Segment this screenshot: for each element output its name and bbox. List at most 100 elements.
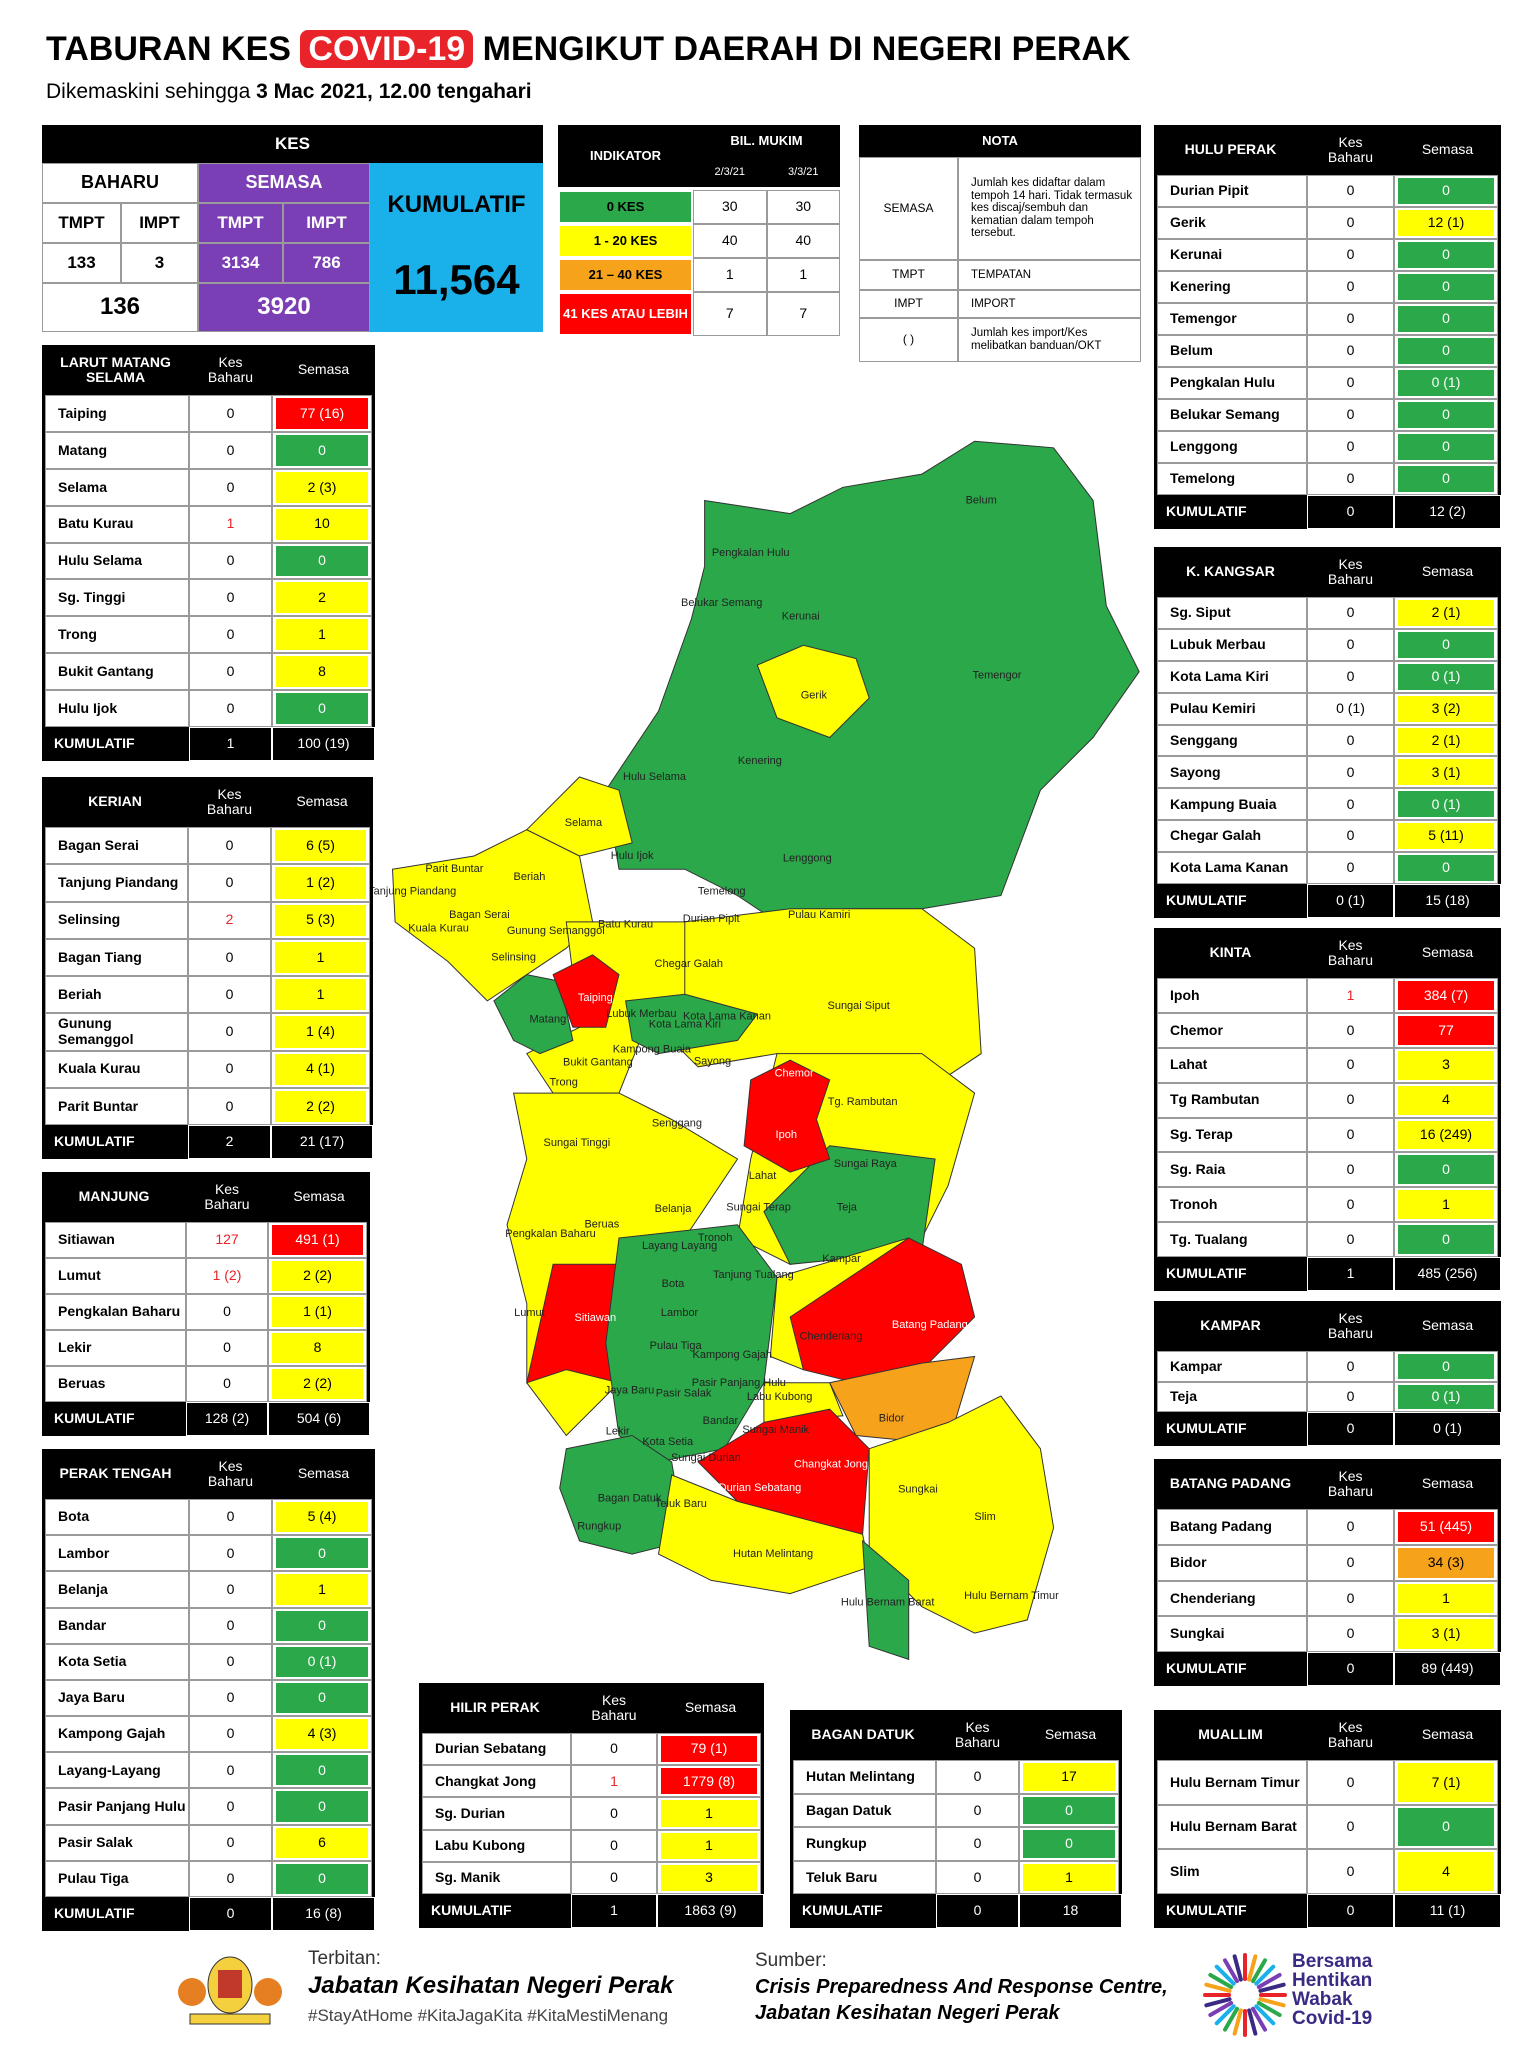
total-semasa: 11 (1) xyxy=(1394,1894,1501,1928)
kes-baharu: 0 xyxy=(189,431,272,469)
indikator-value: 30 xyxy=(693,190,767,224)
map-label: Pengkalan Baharu xyxy=(505,1228,596,1240)
semasa: 0 xyxy=(1398,1354,1494,1379)
kes-baharu: 0 xyxy=(1307,1760,1394,1805)
district-name: Tg. Tualang xyxy=(1157,1222,1307,1257)
kes-baharu: 0 xyxy=(189,616,272,654)
map-label: Pasir Salak xyxy=(656,1387,712,1399)
subtitle: Dikemaskini sehingga 3 Mac 2021, 12.00 t… xyxy=(46,80,532,104)
map-label: Hulu Selama xyxy=(623,771,687,783)
table-title: KINTA xyxy=(1209,944,1252,961)
district-name: Bagan Tiang xyxy=(45,938,188,976)
indikator-value: 40 xyxy=(766,224,840,258)
kes-baharu: 0 xyxy=(1307,1082,1394,1118)
map-label: Layang Layang xyxy=(642,1240,717,1252)
map-label: Bidor xyxy=(879,1412,905,1424)
semasa: 4 (3) xyxy=(276,1719,368,1750)
map-label: Kampong Buaia xyxy=(613,1044,692,1056)
semasa: 79 (1) xyxy=(661,1736,757,1763)
table-column: Kes Baharu xyxy=(206,785,253,817)
district-name: Bagan Datuk xyxy=(793,1793,936,1827)
semasa: 0 xyxy=(1023,1796,1115,1824)
district-name: Hulu Ijok xyxy=(45,690,189,727)
district-name: Bukit Gantang xyxy=(45,653,189,691)
map-label: Kuala Kurau xyxy=(408,922,469,934)
table-column: Semasa xyxy=(293,1188,345,1205)
district-name: Trong xyxy=(45,616,189,654)
semasa: 0 xyxy=(1398,274,1494,300)
map-label: Beriah xyxy=(514,871,546,883)
semasa: 0 (1) xyxy=(1398,791,1494,818)
kes-baharu: 0 xyxy=(188,864,271,902)
semasa: 3 (2) xyxy=(1398,695,1494,722)
logo-ray xyxy=(1251,1958,1267,1984)
kes-baharu: 0 xyxy=(1307,1616,1394,1652)
kes-baharu: 0 xyxy=(1307,597,1394,629)
logo-ray xyxy=(1256,2001,1282,2017)
semasa: 17 xyxy=(1023,1763,1115,1791)
semasa: 0 xyxy=(276,1791,368,1822)
kes-baharu: 0 xyxy=(1307,1804,1394,1850)
kes-baharu: 0 xyxy=(1307,399,1394,431)
table-column: Semasa xyxy=(297,1465,350,1482)
total-semasa: 0 (1) xyxy=(1394,1412,1501,1446)
kes-baharu: 0 xyxy=(1307,367,1394,399)
title-highlight: COVID-19 xyxy=(300,30,474,68)
total-baharu: 0 xyxy=(1307,495,1394,529)
semasa: 0 xyxy=(276,434,368,466)
total-label: KUMULATIF xyxy=(54,1410,135,1427)
semasa: 10 xyxy=(276,508,368,540)
semasa: 5 (4) xyxy=(276,1502,368,1533)
kes-baharu: 1 xyxy=(571,1765,657,1798)
kes-baharu: BAHARU xyxy=(42,163,198,203)
nota-header: NOTA xyxy=(859,125,1141,157)
indikator-value: 7 xyxy=(766,292,840,336)
kes-baharu: 0 xyxy=(936,1760,1019,1794)
kes-column: IMPT xyxy=(121,203,198,243)
semasa: 8 xyxy=(276,656,368,688)
kes-baharu: 0 xyxy=(1307,1381,1394,1412)
logo-ray xyxy=(1223,2006,1239,2032)
table-column: Semasa xyxy=(296,793,348,810)
indikator-date: 3/3/21 xyxy=(766,157,840,187)
kes-baharu: 0 xyxy=(936,1860,1019,1894)
map-label: Tronoh xyxy=(698,1232,732,1244)
total-label: KUMULATIF xyxy=(1166,1902,1247,1919)
total-semasa: 16 (8) xyxy=(272,1897,375,1931)
logo-ray xyxy=(1256,1973,1282,1989)
semasa: 3 xyxy=(661,1864,757,1891)
map-label: Bagan Serai xyxy=(449,909,510,921)
semasa: 16 (249) xyxy=(1398,1120,1494,1150)
kes-column: TMPT xyxy=(198,203,283,243)
map-label: Lekir xyxy=(606,1425,630,1437)
kes-baharu: 0 xyxy=(1307,175,1394,207)
district-name: Bota xyxy=(45,1499,189,1536)
map-label: Batang Padang xyxy=(892,1319,968,1331)
district-name: Bandar xyxy=(45,1607,189,1644)
kes-baharu: 0 xyxy=(1307,1351,1394,1382)
kes-baharu: 0 xyxy=(1307,1222,1394,1257)
kes-baharu: 0 xyxy=(189,690,272,727)
kes-baharu: 1 xyxy=(189,505,272,543)
semasa: 0 xyxy=(1398,855,1494,881)
map-label: Hulu Bernam Barat xyxy=(841,1597,935,1609)
total-label: KUMULATIF xyxy=(1166,503,1247,520)
district-name: Hulu Bernam Timur xyxy=(1157,1760,1307,1805)
kes-baharu: 127 xyxy=(186,1222,268,1258)
logo-line: Hentikan xyxy=(1292,1970,1373,1991)
nota-desc: TEMPATAN xyxy=(958,260,1141,290)
logo-ray xyxy=(1232,2008,1243,2036)
logo-ray xyxy=(1258,1982,1286,1993)
map-label: Bagan Datuk xyxy=(598,1493,662,1505)
semasa: 0 xyxy=(276,1610,368,1641)
total-baharu: 1 xyxy=(189,727,272,761)
district-name: Tronoh xyxy=(1157,1187,1307,1223)
district-name: Bagan Serai xyxy=(45,827,188,865)
kes-baharu: 0 xyxy=(571,1861,657,1894)
district-name: Sg. Siput xyxy=(1157,597,1307,629)
semasa: 34 (3) xyxy=(1398,1547,1494,1578)
district-name: Pulau Tiga xyxy=(45,1860,189,1897)
district-name: Belanja xyxy=(45,1571,189,1608)
district-name: Jaya Baru xyxy=(45,1679,189,1717)
semasa: 0 xyxy=(276,545,368,577)
